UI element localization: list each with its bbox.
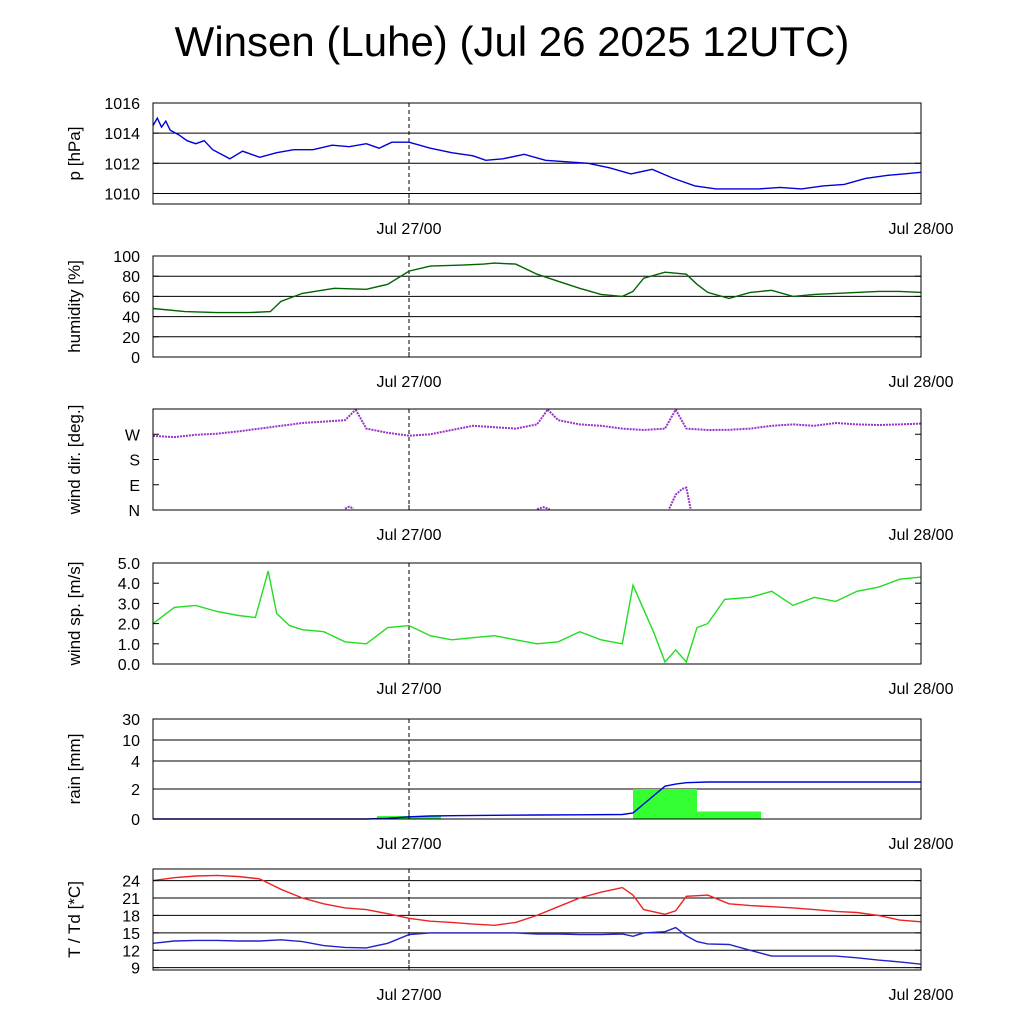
pressure-ytick-label-0: 1010 — [104, 186, 140, 203]
pressure-xtick-label-0: Jul 27/00 — [377, 221, 442, 238]
pressure-ytick-label-1: 1012 — [104, 156, 140, 173]
rain-ytick-label-2: 4 — [131, 754, 140, 771]
wind-direction-series-0-segment-0 — [152, 408, 357, 439]
pressure-ytick-label-2: 1014 — [104, 126, 140, 143]
rain-ytick-label-1: 2 — [131, 782, 140, 799]
panel-humidity: 0 20 40 60 80 100 Jul 27/00 Jul 28/00 humidity [… — [65, 249, 954, 391]
panel-rain: 0 2 4 10 30 Jul 27/00 Jul 28/00 rain [mm] — [65, 712, 954, 853]
wind-speed-ytick-label-1: 1.0 — [118, 637, 140, 654]
wind-direction-series-0-segment-1 — [354, 409, 549, 437]
wind-speed-xtick-label-1: Jul 28/00 — [889, 681, 954, 698]
panel-pressure: 1010 1012 1014 1016 Jul 27/00 Jul 28/00 p [hPa… — [65, 96, 954, 238]
pressure-ylabel: p [hPa] — [65, 127, 84, 181]
wind-direction-series-0-segment-6 — [668, 486, 692, 510]
humidity-ytick-label-4: 80 — [122, 269, 140, 286]
wind-direction-series-0-segment-4 — [344, 505, 354, 510]
wind-direction-series-0-segment-5 — [536, 506, 551, 511]
temperature-ylabel: T / Td [*C] — [65, 881, 84, 958]
pressure-frame — [152, 102, 922, 205]
humidity-ytick-label-0: 0 — [131, 350, 140, 367]
temperature-ytick-label-4: 21 — [122, 891, 140, 908]
temperature-xtick-label-0: Jul 27/00 — [377, 987, 442, 1004]
temperature-xtick-label-1: Jul 28/00 — [889, 987, 954, 1004]
pressure-xtick-label-1: Jul 28/00 — [889, 221, 954, 238]
temperature-frame — [152, 868, 922, 971]
rain-frame — [152, 718, 922, 820]
wind-direction-ytick-label-2: S — [129, 453, 140, 470]
wind-speed-ytick-label-3: 3.0 — [118, 596, 140, 613]
humidity-ytick-label-5: 100 — [113, 249, 140, 266]
wind-speed-xtick-label-0: Jul 27/00 — [377, 681, 442, 698]
humidity-ytick-label-2: 40 — [122, 310, 140, 327]
rain-xtick-label-1: Jul 28/00 — [889, 836, 954, 853]
wind-direction-series-0-segment-3 — [674, 409, 922, 432]
wind-direction-xtick-label-0: Jul 27/00 — [377, 527, 442, 544]
temperature-ytick-label-3: 18 — [122, 908, 140, 925]
wind-speed-ytick-label-2: 2.0 — [118, 617, 140, 634]
humidity-ytick-label-3: 60 — [122, 289, 140, 306]
wind-direction-ytick-label-0: N — [128, 503, 140, 520]
wind-direction-ylabel: wind dir. [deg.] — [65, 405, 84, 516]
wind-direction-ytick-label-1: E — [129, 478, 140, 495]
rain-ytick-label-3: 10 — [122, 733, 140, 750]
wind-direction-series-0-segment-2 — [546, 408, 677, 432]
page-title: Winsen (Luhe) (Jul 26 2025 12UTC) — [174, 18, 850, 65]
rain-ytick-label-4: 30 — [122, 712, 140, 729]
rain-ylabel: rain [mm] — [65, 734, 84, 805]
pressure-ytick-label-3: 1016 — [104, 96, 140, 113]
wind-direction-frame — [152, 408, 922, 511]
rain-ytick-label-0: 0 — [131, 812, 140, 829]
wind-direction-xtick-label-1: Jul 28/00 — [889, 527, 954, 544]
rain-bar-2 — [697, 811, 761, 819]
temperature-ytick-label-2: 15 — [122, 926, 140, 943]
panel-wind-speed: 0.0 1.0 2.0 3.0 4.0 5.0 Jul 27/00 Jul 28/00 wind… — [65, 556, 954, 698]
wind-speed-series-0 — [152, 570, 922, 664]
temperature-ytick-label-0: 9 — [131, 961, 140, 978]
temperature-series-0 — [152, 874, 922, 927]
pressure-series-0 — [152, 116, 922, 190]
humidity-ytick-label-1: 20 — [122, 330, 140, 347]
wind-speed-ytick-label-4: 4.0 — [118, 576, 140, 593]
humidity-xtick-label-0: Jul 27/00 — [377, 374, 442, 391]
temperature-ytick-label-1: 12 — [122, 943, 140, 960]
rain-bar-1 — [633, 789, 697, 819]
temperature-series-1 — [152, 926, 922, 965]
wind-direction-ytick-label-3: W — [125, 427, 141, 444]
humidity-frame — [152, 255, 922, 358]
humidity-series-0 — [152, 262, 922, 314]
wind-speed-ytick-label-0: 0.0 — [118, 657, 140, 674]
temperature-ytick-label-5: 24 — [122, 874, 140, 891]
humidity-ylabel: humidity [%] — [65, 260, 84, 353]
rain-xtick-label-0: Jul 27/00 — [377, 836, 442, 853]
humidity-xtick-label-1: Jul 28/00 — [889, 374, 954, 391]
rain-series-0 — [153, 781, 921, 820]
wind-speed-ylabel: wind sp. [m/s] — [65, 562, 84, 667]
wind-speed-ytick-label-5: 5.0 — [118, 556, 140, 573]
wind-speed-frame — [152, 562, 922, 665]
